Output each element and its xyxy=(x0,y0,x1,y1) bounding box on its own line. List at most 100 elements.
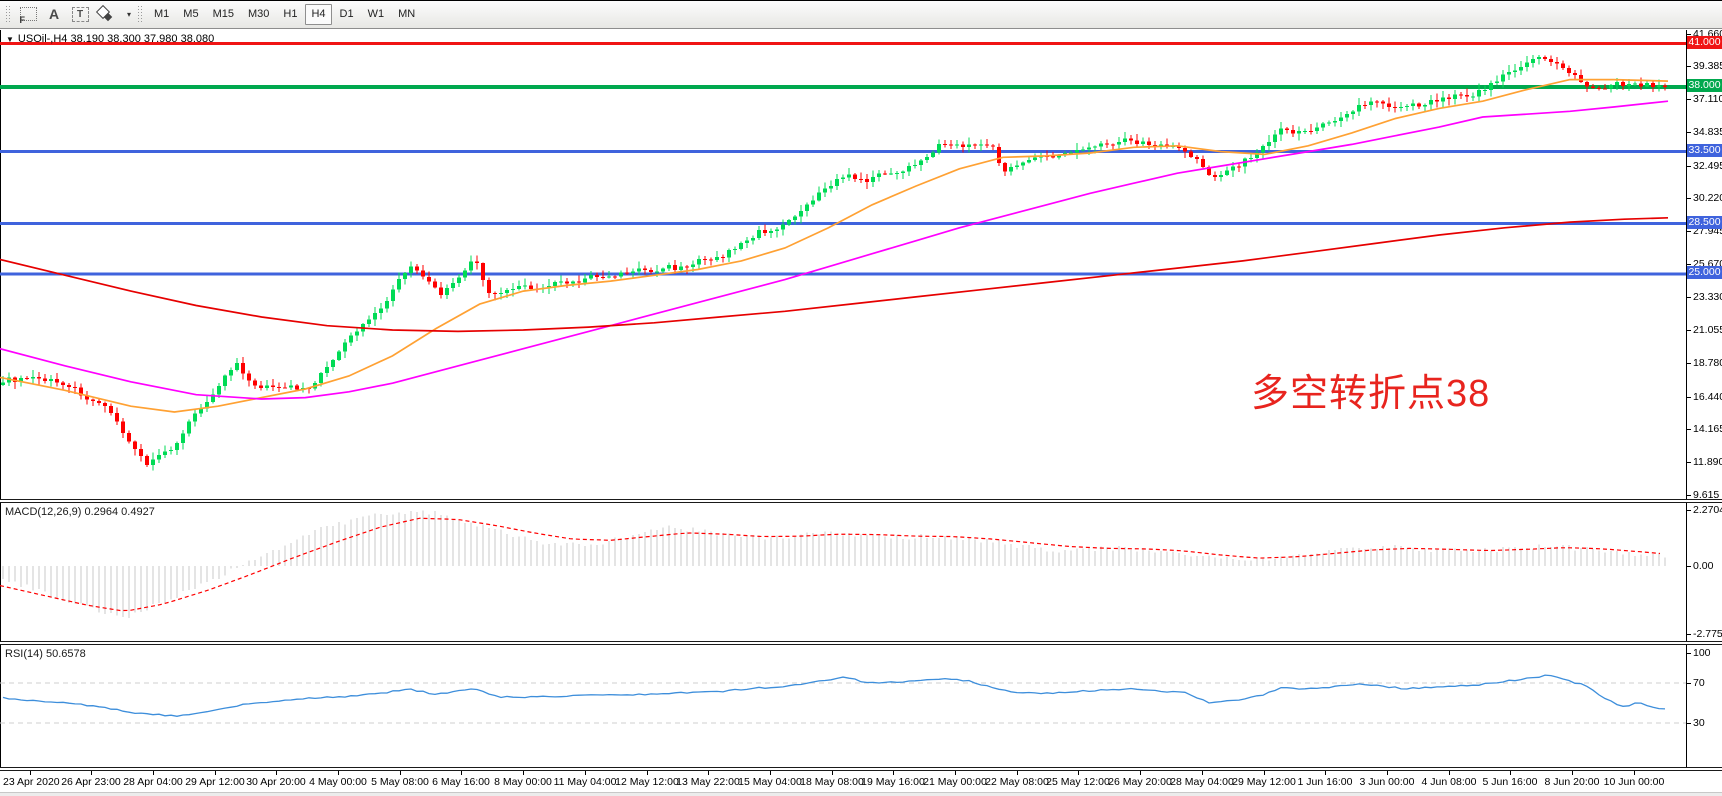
axis-tick-label: 9.615 xyxy=(1693,489,1720,501)
letter-a-icon: A xyxy=(48,6,60,22)
timeframe-button-w1[interactable]: W1 xyxy=(367,8,385,20)
axis-tick-mark xyxy=(1686,297,1691,298)
time-tick-label: 28 Apr 04:00 xyxy=(123,776,183,788)
letter-t-icon: T xyxy=(71,6,89,22)
toolbar-grip[interactable] xyxy=(5,4,12,24)
time-tick-label: 4 Jun 08:00 xyxy=(1421,776,1477,788)
axis-tick-label: 34.835 xyxy=(1693,126,1722,138)
time-tick-mark xyxy=(893,771,894,775)
timeframe-button-h1[interactable]: H1 xyxy=(283,8,298,20)
time-tick-mark xyxy=(1387,771,1388,775)
pane-separator[interactable] xyxy=(0,641,1722,645)
axis-tick-mark xyxy=(1686,510,1691,511)
time-tick-mark xyxy=(400,771,401,775)
time-tick-mark xyxy=(708,771,709,775)
collapse-triangle-icon[interactable]: ▼ xyxy=(6,34,14,44)
timeframe-button-d1[interactable]: D1 xyxy=(339,8,354,20)
axis-tick-mark xyxy=(1686,653,1691,654)
time-tick-mark xyxy=(276,771,277,775)
time-tick-mark xyxy=(523,771,524,775)
price-level-badge: 28.500 xyxy=(1687,216,1722,229)
shapes-tool-icon[interactable] xyxy=(93,3,123,25)
toolbar-grip[interactable] xyxy=(137,4,144,24)
time-tick-label: 29 Apr 12:00 xyxy=(185,776,245,788)
time-tick-label: 29 May 12:00 xyxy=(1232,776,1296,788)
symbol-ohlc-text: USOil-,H4 38.190 38.300 37.980 38.080 xyxy=(17,33,215,45)
axis-tick-label: 30.220 xyxy=(1693,192,1722,204)
axis-tick-label: 32.495 xyxy=(1693,160,1722,172)
text-tool-icon[interactable]: A xyxy=(41,3,67,25)
macd-pane[interactable] xyxy=(0,503,1686,641)
window-bottom-edge xyxy=(0,792,1722,796)
shapes-dropdown-caret-icon[interactable]: ▾ xyxy=(126,9,131,19)
time-tick-mark xyxy=(770,771,771,775)
time-tick-label: 26 May 20:00 xyxy=(1108,776,1172,788)
time-tick-label: 8 Jun 20:00 xyxy=(1544,776,1600,788)
axis-tick-label: 21.055 xyxy=(1693,324,1722,336)
timeframe-button-m30[interactable]: M30 xyxy=(247,8,270,20)
time-tick-mark xyxy=(1449,771,1450,775)
chart-annotation-text[interactable]: 多空转折点38 xyxy=(1251,373,1491,415)
pane-separator[interactable] xyxy=(0,499,1722,503)
rsi-label: RSI(14) 50.6578 xyxy=(5,648,86,660)
axis-tick-label: 16.440 xyxy=(1693,391,1722,403)
diamond-filled-icon xyxy=(103,12,113,22)
time-tick-label: 8 May 00:00 xyxy=(494,776,552,788)
timeframe-button-m1[interactable]: M1 xyxy=(154,8,170,20)
time-tick-label: 3 Jun 00:00 xyxy=(1359,776,1415,788)
time-tick-label: 30 Apr 20:00 xyxy=(246,776,306,788)
time-tick-mark xyxy=(30,771,31,775)
axis-tick-mark xyxy=(1686,99,1691,100)
time-tick-mark xyxy=(1140,771,1141,775)
chart-top-border xyxy=(0,0,1722,1)
timeframe-button-h4[interactable]: H4 xyxy=(305,3,332,25)
pane-separator[interactable] xyxy=(0,767,1722,771)
price-axis-border xyxy=(1686,30,1687,771)
axis-tick-mark xyxy=(1686,231,1691,232)
rsi-pane[interactable] xyxy=(0,645,1686,767)
timeframe-button-mn[interactable]: MN xyxy=(398,8,416,20)
axis-tick-mark xyxy=(1686,363,1691,364)
axis-tick-mark xyxy=(1686,566,1691,567)
text-label-tool-icon[interactable]: T xyxy=(67,3,93,25)
time-tick-mark xyxy=(1017,771,1018,775)
time-tick-label: 4 May 00:00 xyxy=(309,776,367,788)
axis-tick-label: 70 xyxy=(1693,677,1705,689)
time-tick-label: 5 Jun 16:00 xyxy=(1482,776,1538,788)
time-tick-label: 12 May 12:00 xyxy=(615,776,679,788)
time-tick-mark xyxy=(1634,771,1635,775)
time-tick-mark xyxy=(1264,771,1265,775)
main-chart-pane[interactable] xyxy=(0,30,1686,499)
time-tick-label: 6 May 16:00 xyxy=(432,776,490,788)
axis-tick-label: 39.385 xyxy=(1693,60,1722,72)
time-tick-mark xyxy=(1572,771,1573,775)
axis-tick-label: -2.7759 xyxy=(1693,628,1722,640)
macd-label: MACD(12,26,9) 0.2964 0.4927 xyxy=(5,506,155,518)
fibonacci-tool-icon[interactable]: F xyxy=(15,3,41,25)
time-tick-label: 5 May 08:00 xyxy=(371,776,429,788)
axis-tick-label: 18.780 xyxy=(1693,357,1722,369)
price-level-badge: 25.000 xyxy=(1687,266,1722,279)
time-tick-label: 25 May 12:00 xyxy=(1046,776,1110,788)
time-tick-mark xyxy=(1078,771,1079,775)
axis-tick-mark xyxy=(1686,397,1691,398)
time-tick-label: 10 Jun 00:00 xyxy=(1603,776,1665,788)
chart-left-border xyxy=(0,30,1,771)
time-tick-mark xyxy=(338,771,339,775)
timeframe-button-m15[interactable]: M15 xyxy=(212,8,234,20)
axis-tick-mark xyxy=(1686,495,1691,496)
axis-tick-label: 2.2704 xyxy=(1693,504,1722,516)
axis-tick-mark xyxy=(1686,264,1691,265)
axis-tick-label: 14.165 xyxy=(1693,423,1722,435)
time-tick-label: 21 May 00:00 xyxy=(923,776,987,788)
axis-tick-mark xyxy=(1686,683,1691,684)
price-level-badge: 41.000 xyxy=(1687,36,1722,49)
time-tick-label: 13 May 22:00 xyxy=(676,776,740,788)
axis-tick-label: 30 xyxy=(1693,717,1705,729)
axis-tick-label: 0.00 xyxy=(1693,560,1714,572)
time-tick-mark xyxy=(153,771,154,775)
timeframe-button-m5[interactable]: M5 xyxy=(183,8,199,20)
axis-tick-mark xyxy=(1686,166,1691,167)
axis-tick-mark xyxy=(1686,634,1691,635)
time-tick-mark xyxy=(955,771,956,775)
